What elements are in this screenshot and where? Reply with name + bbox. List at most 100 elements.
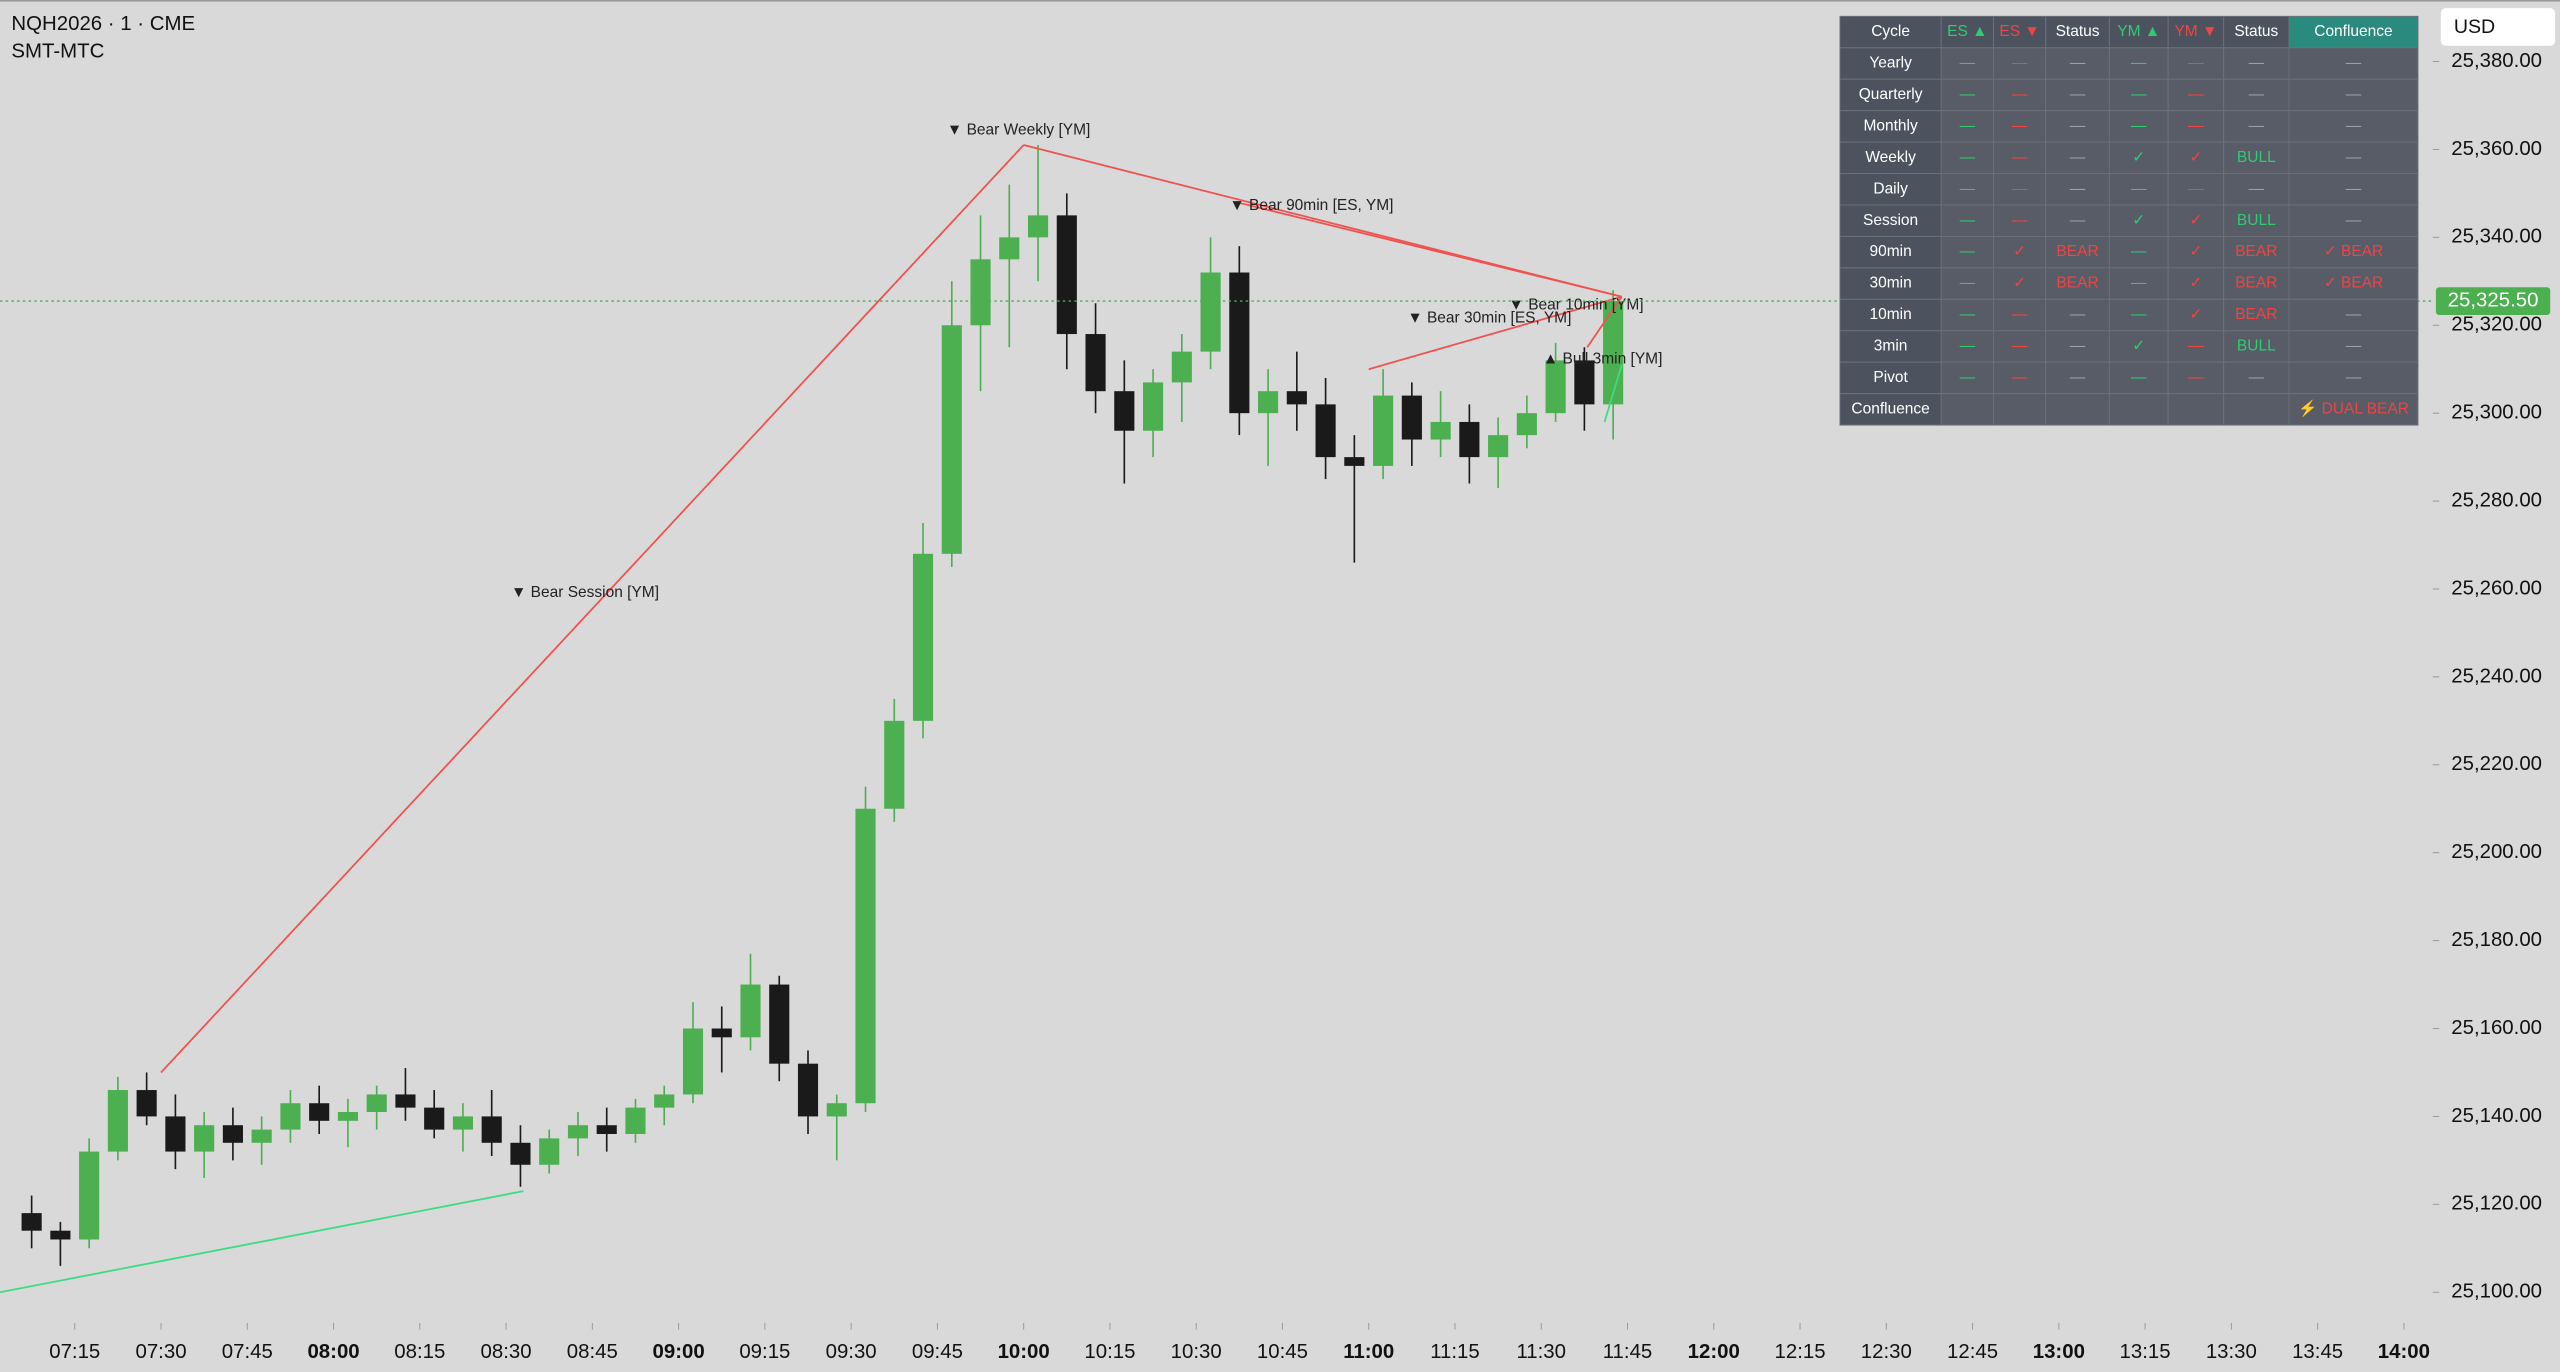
table-cell-text: — [2012,149,2028,166]
table-cell [2167,110,2225,143]
table-cell [2223,47,2290,80]
table-cell [2223,361,2290,395]
table-cell [2108,393,2169,426]
table-cell-text: — [2346,86,2362,103]
candle-body [481,1116,502,1143]
smt-line [1368,295,1623,371]
table-cell-text: — [2131,306,2147,323]
table-cell [2288,78,2419,112]
table-cell-text: — [1960,306,1976,323]
x-tick-label: 14:00 [2378,1341,2430,1363]
candle-body [452,1116,474,1130]
table-cell-text: ✓ [2132,149,2145,166]
table-cell [1992,361,2047,395]
candle-body [625,1107,646,1134]
candle-body [1056,215,1077,335]
table-cell-text: — [2131,86,2147,103]
table-header-cell [2108,15,2169,49]
candle-body [999,237,1020,260]
x-tick-label: 09:15 [739,1341,790,1363]
candle-body [682,1028,704,1095]
table-cycle: Pivot [1873,369,1908,386]
table-cell-text: ✓ BEAR [2324,243,2384,260]
table-cell [2167,141,2225,175]
currency-button[interactable] [2440,8,2556,46]
table-cell [2288,361,2419,395]
candle-body [884,720,905,809]
table-cell [2108,78,2169,112]
x-tick-label: 11:00 [1343,1341,1394,1363]
y-tick-label: 25,380.00 [2451,50,2542,72]
table-cell [2167,204,2225,237]
table-cell [1940,110,1994,143]
candle-body [337,1112,358,1121]
smt-label: ▼ Bear 30min [ES, YM] [1407,310,1571,327]
candle-body [1488,435,1509,458]
table-cell [2288,141,2419,175]
x-tick-label: 08:00 [307,1341,359,1363]
smt-line [160,144,1025,1074]
table-cell [1839,141,1942,175]
candle-body [539,1138,560,1165]
currency-label[interactable]: USD [2454,16,2495,38]
table-cell-text: — [2346,149,2362,166]
table-cell [2108,141,2169,175]
table-cell [2288,235,2419,269]
table-cell [2108,204,2169,237]
candle-body [107,1090,128,1152]
table-cell-text: ✓ [2013,275,2026,292]
x-tick-label: 07:15 [49,1341,100,1363]
table-cell-text: BULL [2237,149,2276,166]
x-tick-label: 11:15 [1430,1341,1480,1363]
smt-line [1603,364,1623,423]
table-cell-text: — [2131,243,2147,260]
table-cell-text: — [1960,338,1976,355]
candle-body [1574,360,1595,405]
table-cell [1940,204,1994,237]
candle-body [280,1103,301,1130]
table-cell [2108,47,2169,80]
table-cell-text: BULL [2237,338,2276,355]
table-cell-text: — [2012,369,2028,386]
candle-body [1258,391,1279,414]
candle-body [1459,421,1480,458]
candle-body [769,984,790,1064]
table-cell-text: ✓ [2189,243,2202,260]
y-tick-label: 25,320.00 [2451,314,2542,336]
x-tick-label: 12:45 [1947,1341,1998,1363]
smt-label: ▼ Bear 90min [ES, YM] [1229,197,1393,214]
x-tick-label: 08:45 [567,1341,618,1363]
table-cycle: 3min [1874,338,1908,355]
candle-body [1143,382,1164,431]
table-cell-text: BEAR [2056,243,2098,260]
table-cycle: 30min [1870,275,1912,292]
table-cell-text: — [2346,117,2362,134]
candle-body [1315,404,1336,458]
candle-body [222,1125,243,1143]
table-cell [1940,393,1994,426]
candle-body [711,1028,732,1038]
table-cell-text: ✓ [2189,306,2202,323]
table-cell [2108,267,2169,300]
table-cell-text: — [2249,369,2265,386]
table-cell [2288,110,2419,143]
table-cell-text: — [2346,55,2362,72]
candle-body [1229,272,1250,414]
table-cell [1839,298,1942,332]
candle-body [1430,421,1451,440]
table-cell [2288,298,2419,332]
y-tick-label: 25,140.00 [2451,1105,2542,1127]
table-cell-text: — [2249,180,2265,197]
table-cell-text: ✓ [2189,149,2202,166]
table-cell [2045,235,2110,269]
table-cell [1992,298,2047,332]
table-header-text: ES ▼ [1999,23,2039,40]
table-cell-text: — [2249,86,2265,103]
table-cell [2045,330,2110,363]
table-cell [2223,110,2290,143]
table-cell [1839,78,1942,112]
table-cell [1839,393,1942,426]
x-tick-label: 11:45 [1603,1341,1653,1363]
candle-body [1114,391,1135,431]
